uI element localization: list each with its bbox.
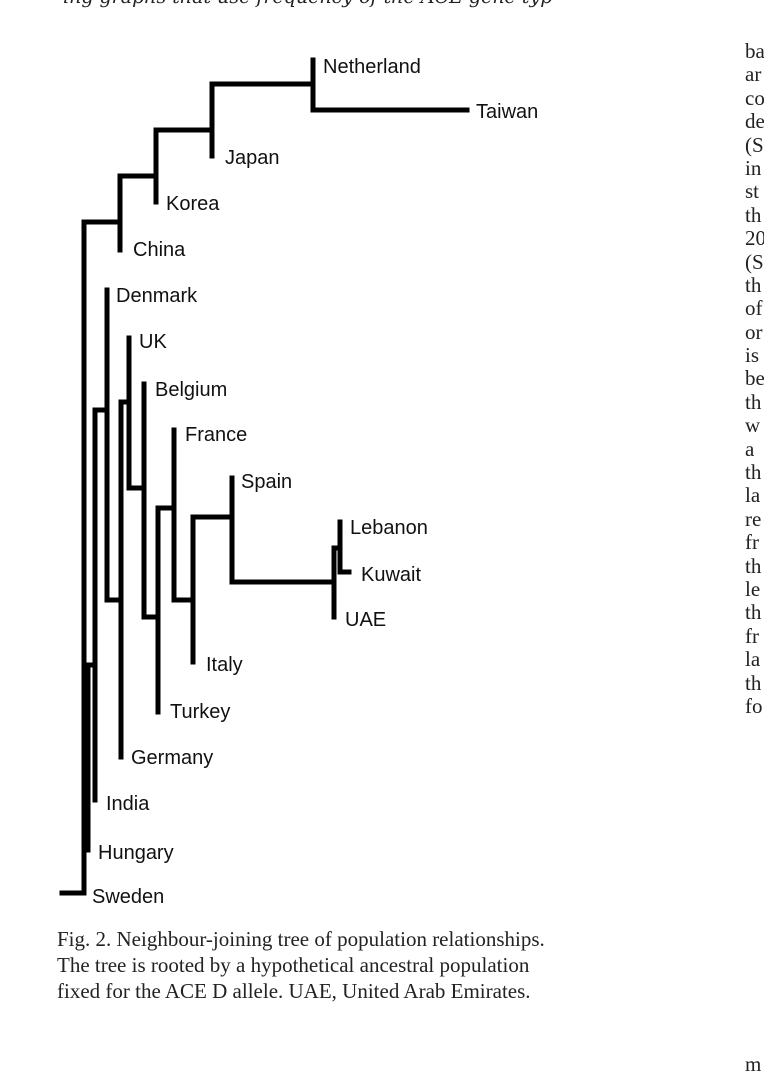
right-column-line: fr: [745, 530, 759, 555]
right-column-line: ar: [745, 62, 762, 87]
taxon-label: China: [133, 239, 186, 261]
taxon-label: UK: [139, 331, 167, 353]
figure-caption: Fig. 2. Neighbour-joining tree of popula…: [57, 926, 707, 1004]
right-column-line: (S: [745, 249, 764, 274]
right-column-line: or: [745, 319, 763, 344]
right-column-line: re: [745, 506, 762, 531]
taxon-label: Denmark: [116, 285, 198, 307]
taxon-label: Korea: [166, 193, 220, 215]
right-column-line: th: [745, 670, 762, 695]
right-column-line: th: [745, 202, 762, 227]
right-column-line: is: [745, 343, 760, 368]
header-text-fragment: ing graphs that use frequency of the ACE…: [63, 0, 663, 10]
right-column-line: st: [745, 179, 760, 204]
caption-line: Fig. 2. Neighbour-joining tree of popula…: [57, 927, 545, 951]
right-column-line: la: [745, 647, 761, 672]
right-column-line: th: [745, 460, 762, 485]
right-column-line: be: [745, 366, 764, 391]
taxon-label: Germany: [131, 747, 213, 769]
taxon-label: Sweden: [92, 886, 164, 908]
neighbour-joining-tree: Netherland Taiwan Japan Korea China Denm…: [59, 56, 538, 908]
taxon-label: Turkey: [170, 701, 230, 723]
right-column-line: in: [745, 155, 762, 180]
right-column-line: fr: [745, 623, 759, 648]
taxon-label: India: [106, 793, 150, 815]
taxon-label: France: [185, 424, 247, 446]
right-column-line: ba: [745, 40, 764, 63]
right-column-line: of: [745, 296, 763, 321]
right-column-line: la: [745, 483, 761, 508]
right-column-line: fo: [745, 693, 763, 718]
taxon-label: Italy: [206, 654, 243, 676]
right-column-line: th: [745, 600, 762, 625]
right-column-line: th: [745, 553, 762, 578]
caption-line: fixed for the ACE D allele. UAE, United …: [57, 979, 531, 1003]
right-column-line: 20: [745, 226, 764, 251]
right-column-last-line: m: [745, 1052, 762, 1076]
right-column-line: (S: [745, 132, 764, 157]
taxon-label: Japan: [225, 147, 280, 169]
taxon-label: Lebanon: [350, 517, 428, 539]
right-column-line: de: [745, 109, 764, 134]
right-column-line: th: [745, 389, 762, 414]
taxon-label: Kuwait: [361, 564, 421, 586]
right-column-line: w: [745, 413, 761, 438]
taxon-label: UAE: [345, 609, 386, 631]
right-column-line: co: [745, 85, 764, 110]
right-column-line: th: [745, 272, 762, 297]
right-column-line: a: [745, 436, 755, 461]
taxon-label: Spain: [241, 471, 292, 493]
taxon-label: Hungary: [98, 842, 174, 864]
taxon-label: Taiwan: [476, 101, 538, 123]
caption-line: The tree is rooted by a hypothetical anc…: [57, 953, 530, 977]
taxon-label: Belgium: [155, 379, 227, 401]
right-column-line: le: [745, 576, 761, 601]
taxon-label: Netherland: [323, 56, 421, 78]
right-column-text: ba ar co de (S in st th 20 (S th of or is be th w a th la re…: [745, 40, 764, 718]
